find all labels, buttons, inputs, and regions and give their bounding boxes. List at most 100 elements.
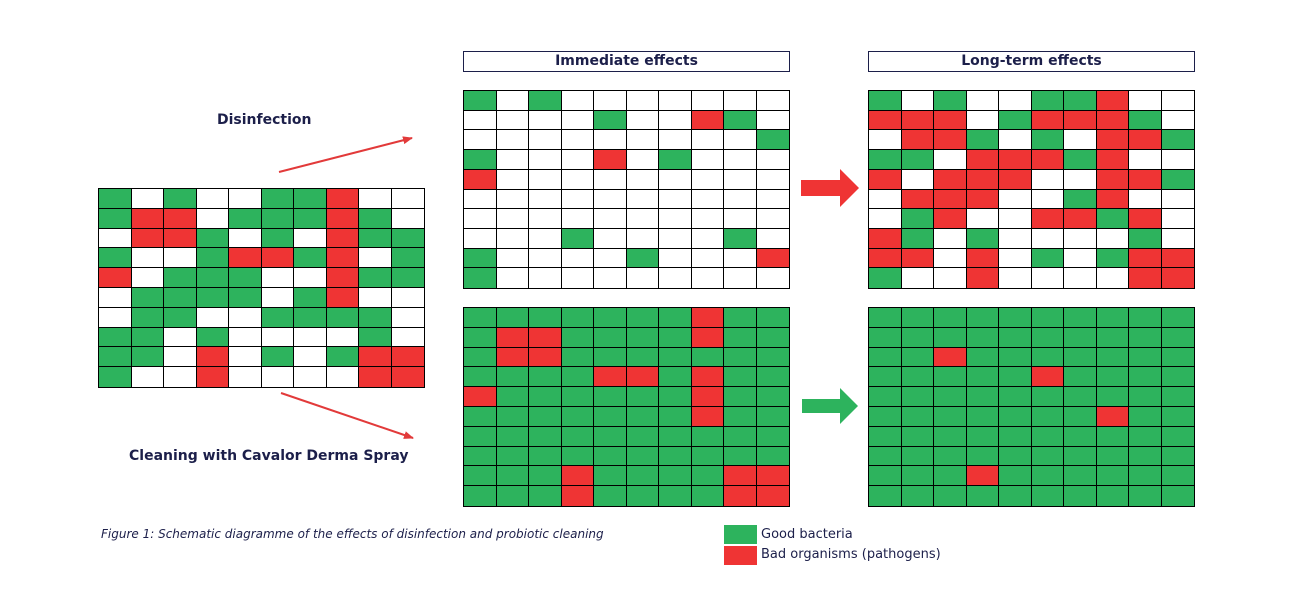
good-bacteria-cell [164,307,197,328]
empty-cell [999,228,1032,249]
good-bacteria-cell [756,367,789,388]
good-bacteria-cell [966,367,999,388]
good-bacteria-cell [901,308,934,328]
good-bacteria-cell [1064,387,1097,407]
good-bacteria-cell [999,367,1032,388]
disinfection-immediate-grid [463,90,790,289]
immediate-effects-header: Immediate effects [463,51,790,72]
good-bacteria-cell [869,426,902,447]
pathogen-cell [1031,150,1064,170]
empty-cell [99,287,132,308]
good-bacteria-cell [164,268,197,288]
empty-cell [294,367,327,387]
pathogen-cell [1129,209,1162,229]
good-bacteria-cell [626,486,659,506]
empty-cell [496,268,529,288]
empty-cell [529,189,562,210]
empty-cell [934,150,967,170]
pathogen-cell [999,150,1032,170]
good-bacteria-cell [496,387,529,407]
good-bacteria-cell [1096,426,1129,447]
good-bacteria-cell [966,130,999,151]
empty-cell [294,327,327,348]
good-bacteria-cell [561,446,594,467]
good-bacteria-cell [229,208,262,229]
good-bacteria-cell [594,387,627,407]
good-bacteria-cell [901,406,934,427]
good-bacteria-cell [99,367,132,387]
good-bacteria-cell [1129,308,1162,328]
good-bacteria-cell [934,327,967,348]
good-bacteria-cell [901,150,934,170]
cleaning-label: Cleaning with Cavalor Derma Spray [129,448,409,464]
good-bacteria-cell [294,208,327,229]
good-bacteria-cell [594,406,627,427]
legend-bad-label: Bad organisms (pathogens) [761,547,941,562]
empty-cell [464,209,497,229]
empty-cell [561,189,594,210]
good-bacteria-cell [724,426,757,447]
good-bacteria-cell [659,347,692,368]
good-bacteria-cell [1129,327,1162,348]
pathogen-cell [326,228,359,249]
good-bacteria-cell [756,327,789,348]
good-bacteria-cell [659,466,692,487]
good-bacteria-cell [391,228,424,249]
good-bacteria-cell [1129,486,1162,506]
good-bacteria-cell [594,446,627,467]
good-bacteria-cell [164,189,197,209]
good-bacteria-cell [869,446,902,467]
good-bacteria-cell [869,308,902,328]
good-bacteria-cell [1064,91,1097,111]
good-bacteria-cell [1129,110,1162,131]
empty-cell [999,248,1032,269]
good-bacteria-cell [131,287,164,308]
good-bacteria-cell [1161,406,1194,427]
pathogen-cell [1096,189,1129,210]
good-bacteria-cell [561,228,594,249]
pathogen-cell [1031,110,1064,131]
good-bacteria-cell [901,367,934,388]
good-bacteria-cell [529,387,562,407]
empty-cell [131,268,164,288]
good-bacteria-cell [1031,327,1064,348]
good-bacteria-cell [756,406,789,427]
pathogen-cell [869,228,902,249]
empty-cell [659,169,692,190]
good-bacteria-cell [966,406,999,427]
empty-cell [496,209,529,229]
good-bacteria-cell [561,387,594,407]
empty-cell [869,130,902,151]
empty-cell [756,91,789,111]
empty-cell [99,228,132,249]
good-bacteria-cell [626,327,659,348]
empty-cell [1161,209,1194,229]
empty-cell [626,209,659,229]
cleaning-longterm-grid [868,307,1195,507]
good-bacteria-cell [869,150,902,170]
good-bacteria-cell [691,466,724,487]
good-bacteria-cell [464,268,497,288]
good-bacteria-cell [1129,347,1162,368]
pathogen-cell [966,248,999,269]
empty-cell [724,169,757,190]
good-bacteria-cell [196,327,229,348]
good-bacteria-cell [1031,248,1064,269]
empty-cell [724,150,757,170]
good-bacteria-cell [1096,308,1129,328]
empty-cell [756,110,789,131]
pathogen-cell [901,189,934,210]
empty-cell [496,228,529,249]
good-bacteria-cell [229,268,262,288]
pathogen-cell [901,130,934,151]
pathogen-cell [261,248,294,269]
pathogen-cell [1096,406,1129,427]
good-bacteria-cell [391,268,424,288]
good-bacteria-cell [99,208,132,229]
good-bacteria-cell [966,228,999,249]
empty-cell [261,327,294,348]
empty-cell [594,189,627,210]
empty-cell [529,169,562,190]
pathogen-cell [1129,169,1162,190]
empty-cell [229,307,262,328]
